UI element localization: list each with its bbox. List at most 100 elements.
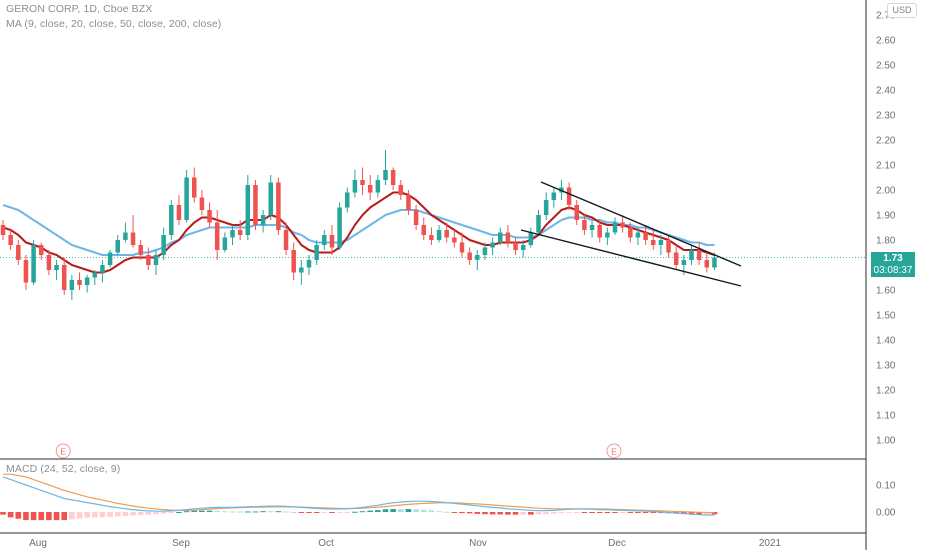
- candle-body: [69, 280, 75, 290]
- macd-histogram-bar: [428, 510, 435, 512]
- macd-histogram-bar: [107, 512, 113, 517]
- candle-body: [237, 230, 243, 235]
- candle: [467, 247, 472, 265]
- candle: [138, 240, 143, 260]
- macd-histogram-bar: [443, 511, 450, 513]
- macd-histogram-bar: [436, 511, 442, 513]
- earnings-marker-circle: [606, 443, 622, 459]
- macd-histogram-bar: [114, 512, 121, 517]
- candle-body: [689, 250, 694, 260]
- candle-body: [31, 245, 36, 283]
- macd-histogram-bar: [635, 512, 641, 513]
- y-tick-label: 1.40: [876, 336, 896, 347]
- macd-histogram-bar: [344, 512, 351, 513]
- candle: [574, 200, 579, 225]
- candle: [582, 215, 587, 235]
- candle: [490, 237, 495, 255]
- candle-body: [436, 230, 442, 240]
- y-tick-label: 1.20: [876, 386, 896, 397]
- candle: [658, 235, 664, 255]
- macd-histogram-bar: [604, 512, 611, 513]
- macd-histogram-bar: [405, 509, 412, 512]
- candle-body: [566, 187, 572, 205]
- candle-body: [406, 195, 411, 210]
- y-tick-label: 2.40: [876, 86, 896, 97]
- candle: [314, 240, 319, 265]
- candle: [214, 210, 220, 260]
- currency-button[interactable]: USD: [887, 3, 917, 18]
- candle: [276, 177, 281, 235]
- candle-body: [452, 237, 457, 243]
- candle: [199, 190, 205, 215]
- candle: [459, 232, 465, 258]
- candle: [513, 237, 518, 255]
- candle-body: [467, 252, 472, 260]
- macd-histogram-bar: [130, 512, 136, 516]
- candle: [16, 240, 21, 265]
- x-tick-label: Sep: [172, 538, 190, 549]
- candle: [635, 227, 641, 245]
- candle: [689, 245, 694, 265]
- macd-histogram-bar: [329, 512, 335, 513]
- candle: [444, 222, 449, 243]
- candle-body: [536, 215, 541, 233]
- y-tick-label: 2.00: [876, 186, 896, 197]
- macd-histogram-bar: [61, 512, 67, 521]
- candle: [345, 187, 350, 213]
- candle: [306, 255, 312, 275]
- macd-histogram-bar: [76, 512, 83, 519]
- macd-histogram-bar: [352, 511, 358, 513]
- candle-body: [107, 252, 113, 265]
- macd-histogram-bar: [535, 512, 542, 515]
- candle-body: [253, 185, 258, 225]
- candle: [123, 222, 128, 243]
- candle: [245, 175, 251, 240]
- candle-body: [299, 267, 304, 273]
- candle-body: [268, 182, 273, 215]
- candle: [260, 210, 266, 233]
- ma-legend: MA (9, close, 20, close, 50, close, 200,…: [6, 18, 222, 30]
- candle-body: [39, 245, 44, 255]
- macd-histogram-bar: [612, 512, 618, 513]
- candle: [666, 235, 671, 258]
- candle: [612, 217, 618, 235]
- candle-body: [192, 177, 197, 198]
- candle: [253, 180, 258, 230]
- y-tick-label: 1.30: [876, 361, 896, 372]
- candle-body: [367, 185, 373, 193]
- y-tick-label: 2.50: [876, 61, 896, 72]
- macd-histogram-bar: [30, 512, 37, 521]
- candle-body: [222, 237, 228, 250]
- candle: [176, 195, 182, 225]
- macd-histogram-bar: [696, 512, 702, 515]
- candle: [367, 175, 373, 200]
- candle: [268, 175, 273, 220]
- macd-histogram-bar: [84, 512, 90, 518]
- macd-histogram-bar: [489, 512, 496, 515]
- candle: [620, 215, 625, 233]
- macd-histogram-bar: [99, 512, 106, 518]
- macd-histogram-bar: [681, 512, 687, 514]
- candle: [413, 205, 419, 230]
- macd-histogram-bar: [474, 512, 481, 514]
- candle: [505, 225, 511, 248]
- candle-body: [23, 260, 29, 283]
- macd-histogram-bar: [558, 512, 565, 514]
- macd-histogram-bar: [413, 509, 419, 512]
- candle-body: [360, 180, 365, 185]
- candle-body: [207, 210, 212, 223]
- macd-histogram-bar: [275, 511, 282, 513]
- candle-body: [605, 232, 610, 238]
- candle: [337, 202, 342, 250]
- macd-histogram-bar: [137, 512, 144, 516]
- macd-histogram-bar: [69, 512, 75, 520]
- ma-fast-line: [2, 191, 715, 274]
- candle: [498, 227, 503, 245]
- candle-body: [169, 205, 174, 235]
- candle-body: [505, 232, 511, 243]
- candle: [84, 275, 90, 293]
- candle-body: [329, 235, 335, 248]
- candle: [528, 227, 534, 248]
